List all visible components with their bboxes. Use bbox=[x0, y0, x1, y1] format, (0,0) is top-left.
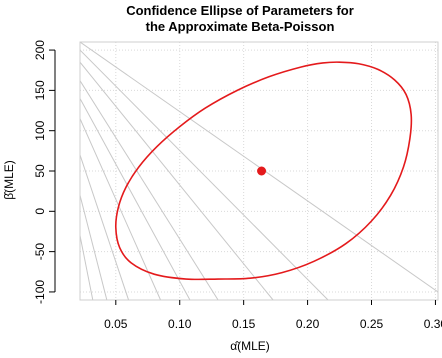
x-tick-label: 0.20 bbox=[296, 317, 320, 331]
chart-title-line-1: Confidence Ellipse of Parameters for bbox=[126, 3, 354, 18]
plot-frame bbox=[79, 41, 439, 301]
x-tick-label: 0.15 bbox=[232, 317, 256, 331]
reference-line bbox=[80, 235, 94, 300]
reference-line bbox=[80, 61, 274, 300]
x-axis: 0.05 0.10 0.15 0.20 0.25 0.30 bbox=[104, 300, 442, 331]
x-axis-label: α̂(MLE) bbox=[230, 339, 270, 353]
reference-line bbox=[80, 154, 130, 300]
reference-line bbox=[80, 42, 438, 293]
reference-lines bbox=[80, 42, 438, 300]
reference-line bbox=[80, 98, 191, 300]
x-tick-label: 0.10 bbox=[168, 317, 192, 331]
y-tick-label: 150 bbox=[33, 80, 47, 100]
point-estimate-marker bbox=[257, 166, 267, 176]
grid bbox=[80, 42, 438, 300]
x-tick-label: 0.30 bbox=[424, 317, 442, 331]
y-tick-label: 100 bbox=[33, 120, 47, 140]
y-tick-label: -50 bbox=[33, 243, 47, 261]
y-axis-label: β̂(MLE) bbox=[2, 160, 16, 200]
confidence-ellipse bbox=[114, 61, 413, 281]
x-tick-label: 0.05 bbox=[104, 317, 128, 331]
y-tick-label: 50 bbox=[33, 164, 47, 178]
x-tick-label: 0.25 bbox=[360, 317, 384, 331]
y-axis: -100 -50 0 50 100 150 200 bbox=[33, 40, 56, 304]
reference-line bbox=[80, 80, 219, 300]
data-layer bbox=[114, 61, 413, 281]
chart-title-line-2: the Approximate Beta-Poisson bbox=[146, 19, 335, 34]
y-tick-label: -100 bbox=[33, 280, 47, 304]
y-tick-label: 200 bbox=[33, 40, 47, 60]
reference-line bbox=[80, 195, 108, 300]
reference-line bbox=[80, 118, 162, 300]
y-tick-label: 0 bbox=[33, 208, 47, 215]
reference-line bbox=[80, 49, 329, 300]
